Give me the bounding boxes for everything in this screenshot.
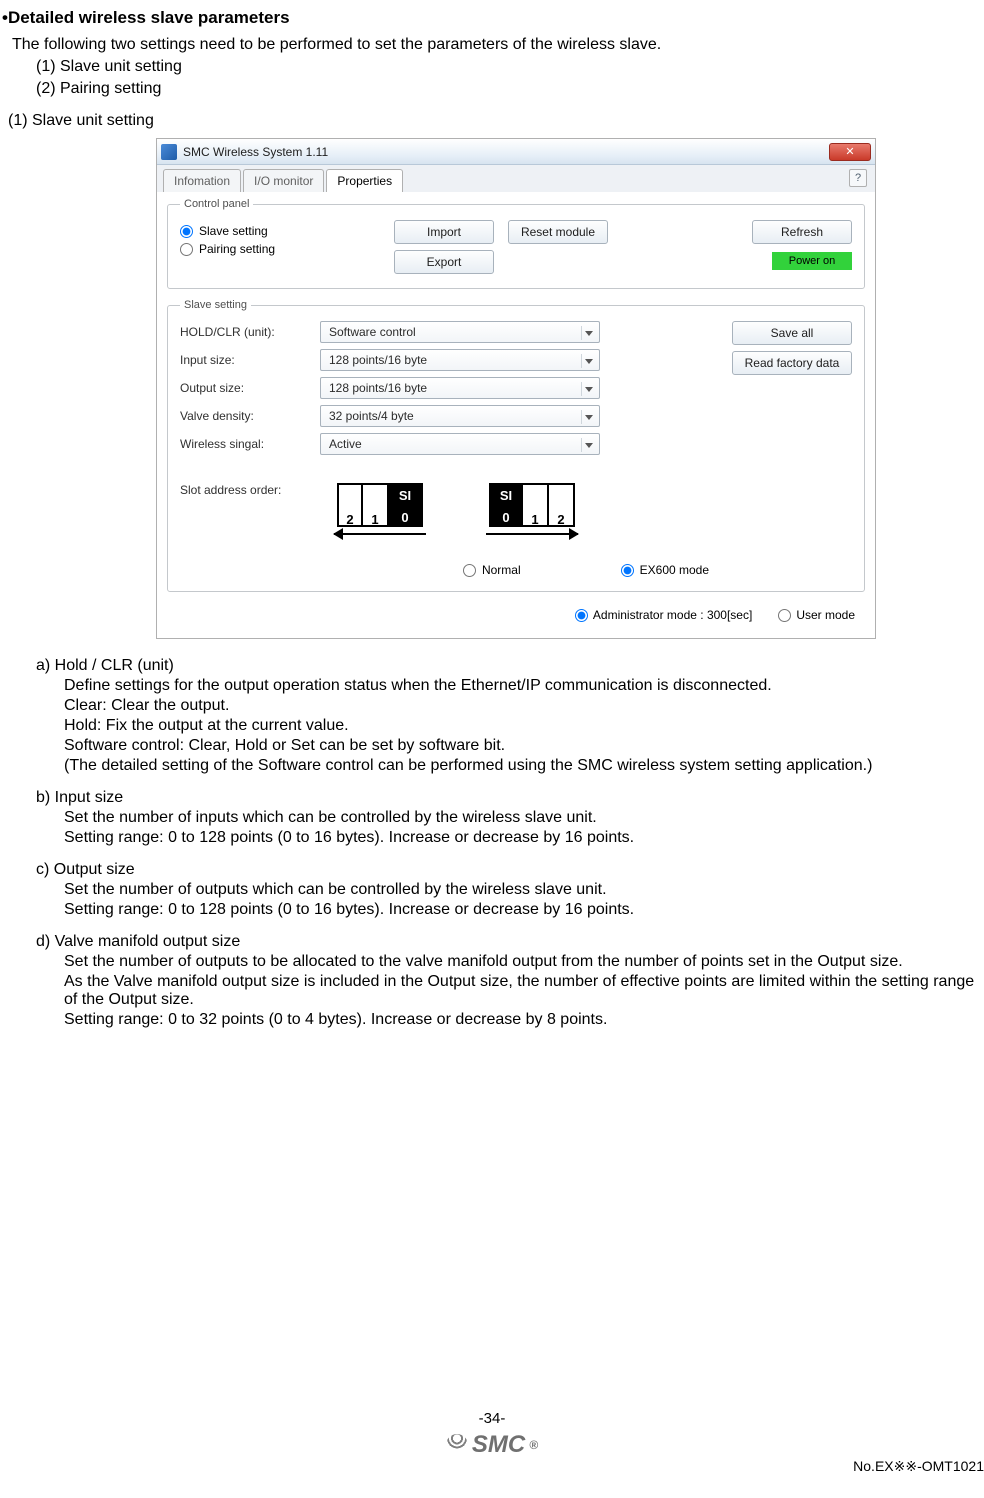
item-b-line: Set the number of inputs which can be co…	[64, 809, 984, 827]
radio-pairing-setting[interactable]	[180, 243, 193, 256]
chevron-down-icon	[581, 326, 595, 340]
item-a-line: Define settings for the output operation…	[64, 677, 984, 695]
tabs-row: Infomation I/O monitor Properties ?	[157, 165, 875, 192]
label-input-size: Input size:	[180, 353, 320, 367]
radio-pairing-label: Pairing setting	[199, 242, 275, 256]
item-d-line: Set the number of outputs to be allocate…	[64, 953, 984, 971]
combo-input-size[interactable]: 128 points/16 byte	[320, 349, 600, 371]
tab-properties[interactable]: Properties	[326, 169, 403, 192]
radio-admin-mode[interactable]: Administrator mode : 300[sec]	[575, 608, 752, 622]
refresh-button[interactable]: Refresh	[752, 220, 852, 244]
app-title: SMC Wireless System 1.11	[183, 145, 328, 159]
export-button[interactable]: Export	[394, 250, 494, 274]
help-button[interactable]: ?	[849, 169, 867, 187]
diagram-box: 2	[337, 483, 363, 527]
item-a-line: Software control: Clear, Hold or Set can…	[64, 737, 984, 755]
chevron-down-icon	[581, 382, 595, 396]
arrow-left-icon	[334, 533, 426, 535]
radio-ex600-mode[interactable]: EX600 mode	[621, 563, 709, 577]
read-factory-button[interactable]: Read factory data	[732, 351, 852, 375]
diagram-ex600: SI 0 1 2	[486, 483, 578, 535]
item-c-title: c) Output size	[36, 861, 984, 879]
combo-wireless-signal[interactable]: Active	[320, 433, 600, 455]
page-footer: -34- SMC® No.EX※※-OMT1021	[0, 1410, 984, 1460]
diagram-box: 2	[549, 483, 575, 527]
item-a-line: Hold: Fix the output at the current valu…	[64, 717, 984, 735]
slave-setting-legend: Slave setting	[180, 299, 251, 311]
tab-io-monitor[interactable]: I/O monitor	[243, 169, 324, 192]
combo-valve-density[interactable]: 32 points/4 byte	[320, 405, 600, 427]
close-button[interactable]: ✕	[829, 143, 871, 161]
item-c-line: Set the number of outputs which can be c…	[64, 881, 984, 899]
tab-information[interactable]: Infomation	[163, 169, 241, 192]
power-on-badge: Power on	[772, 252, 852, 270]
diagram-box: 1	[523, 483, 549, 527]
item-a-line: Clear: Clear the output.	[64, 697, 984, 715]
diagram-normal: 2 1 SI 0	[334, 483, 426, 535]
radio-slave-label: Slave setting	[199, 224, 268, 238]
mode-footer: Administrator mode : 300[sec] User mode	[167, 602, 865, 628]
slave-setting-panel: Slave setting HOLD/CLR (unit): Software …	[167, 299, 865, 592]
label-valve-density: Valve density:	[180, 409, 320, 423]
arrow-right-icon	[486, 533, 578, 535]
item-a-title: a) Hold / CLR (unit)	[36, 657, 984, 675]
label-wireless-signal: Wireless singal:	[180, 437, 320, 451]
item-d-line: Setting range: 0 to 32 points (0 to 4 by…	[64, 1011, 984, 1029]
document-number: No.EX※※-OMT1021	[853, 1458, 984, 1475]
control-panel-legend: Control panel	[180, 198, 253, 210]
smc-logo: SMC®	[446, 1431, 538, 1459]
chevron-down-icon	[581, 410, 595, 424]
item-a-line: (The detailed setting of the Software co…	[64, 757, 984, 775]
radio-normal-mode[interactable]: Normal	[463, 563, 521, 577]
item-b-line: Setting range: 0 to 128 points (0 to 16 …	[64, 829, 984, 847]
item-d-title: d) Valve manifold output size	[36, 933, 984, 951]
radio-slave-setting[interactable]	[180, 225, 193, 238]
save-all-button[interactable]: Save all	[732, 321, 852, 345]
logo-waves-icon	[446, 1434, 468, 1456]
app-icon	[161, 144, 177, 160]
item-b-title: b) Input size	[36, 789, 984, 807]
combo-holdclr[interactable]: Software control	[320, 321, 600, 343]
section-title: (1) Slave unit setting	[8, 112, 984, 130]
diagram-box: 1	[363, 483, 389, 527]
intro-text: The following two settings need to be pe…	[12, 36, 984, 54]
reset-module-button[interactable]: Reset module	[508, 220, 608, 244]
item-d-line: As the Valve manifold output size is inc…	[64, 973, 984, 1009]
label-output-size: Output size:	[180, 381, 320, 395]
sublist-2: (2) Pairing setting	[36, 80, 984, 98]
chevron-down-icon	[581, 438, 595, 452]
radio-user-mode[interactable]: User mode	[778, 608, 855, 622]
chevron-down-icon	[581, 354, 595, 368]
import-button[interactable]: Import	[394, 220, 494, 244]
diagram-si-box: SI 0	[389, 483, 423, 527]
page-number: -34-	[0, 1410, 984, 1427]
sublist-1: (1) Slave unit setting	[36, 58, 984, 76]
label-holdclr: HOLD/CLR (unit):	[180, 325, 320, 339]
combo-output-size[interactable]: 128 points/16 byte	[320, 377, 600, 399]
title-bar: SMC Wireless System 1.11 ✕	[157, 139, 875, 165]
page-heading: •Detailed wireless slave parameters	[2, 8, 984, 28]
control-panel: Control panel Slave setting Pairing sett…	[167, 198, 865, 289]
label-slot-order: Slot address order:	[180, 483, 320, 577]
diagram-si-box: SI 0	[489, 483, 523, 527]
item-c-line: Setting range: 0 to 128 points (0 to 16 …	[64, 901, 984, 919]
app-window: SMC Wireless System 1.11 ✕ Infomation I/…	[156, 138, 876, 639]
